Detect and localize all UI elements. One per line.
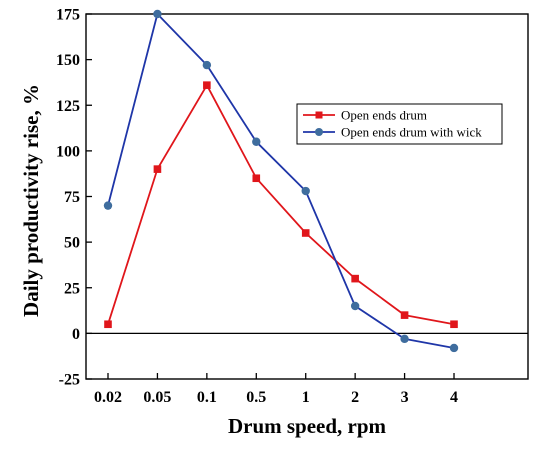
y-tick-label: 125 [56, 98, 80, 115]
y-tick-label: 150 [56, 52, 80, 69]
y-tick-label: 175 [56, 7, 80, 24]
x-tick-label: 0.05 [143, 389, 171, 406]
x-tick-label: 0.1 [197, 389, 217, 406]
y-tick-label: 0 [72, 326, 80, 343]
data-point-square [351, 274, 359, 283]
data-point-circle [103, 201, 113, 210]
data-point-circle [301, 186, 310, 196]
legend-label: Open ends drum with wick [341, 125, 482, 140]
x-tick-label: 4 [450, 389, 458, 406]
y-tick-label: 100 [56, 143, 80, 160]
data-point-square [104, 320, 112, 329]
data-point-square [400, 311, 409, 319]
data-point-square [203, 81, 211, 89]
y-tick-label: 25 [64, 280, 80, 297]
x-axis-title: Drum speed, rpm [228, 414, 387, 438]
x-tick-label: 2 [351, 389, 359, 406]
data-point-square [301, 229, 310, 237]
data-point-square [450, 320, 458, 329]
data-point-square [153, 165, 162, 173]
data-point-circle [449, 343, 459, 353]
series-layer [103, 9, 459, 353]
x-tick-label: 0.5 [246, 389, 266, 406]
legend: Open ends drum Open ends drum with wick [296, 103, 503, 145]
axis-ticks: -25 0 25 50 75 100 125 150 175 0.02 0.05 0.1 0.5 1 2 3 4 [56, 7, 458, 407]
legend-label: Open ends drum [341, 108, 427, 123]
y-tick-label: -25 [59, 372, 80, 389]
x-tick-label: 0.02 [94, 389, 122, 406]
series-line-1 [107, 84, 455, 326]
legend-marker-square [315, 111, 323, 119]
data-point-circle [400, 334, 409, 344]
x-tick-label: 1 [302, 389, 310, 406]
y-axis-title: Daily productivity rise, % [19, 84, 43, 317]
legend-box [296, 103, 503, 145]
data-point-square [252, 174, 261, 183]
series-line-2 [107, 13, 455, 349]
x-tick-label: 3 [401, 389, 409, 406]
legend-marker-circle [315, 128, 323, 136]
data-point-circle [153, 9, 162, 19]
y-tick-label: 50 [64, 235, 80, 252]
data-point-circle [202, 60, 212, 70]
data-point-circle [252, 137, 261, 146]
y-tick-label: 75 [64, 189, 80, 206]
data-point-circle [350, 301, 360, 311]
